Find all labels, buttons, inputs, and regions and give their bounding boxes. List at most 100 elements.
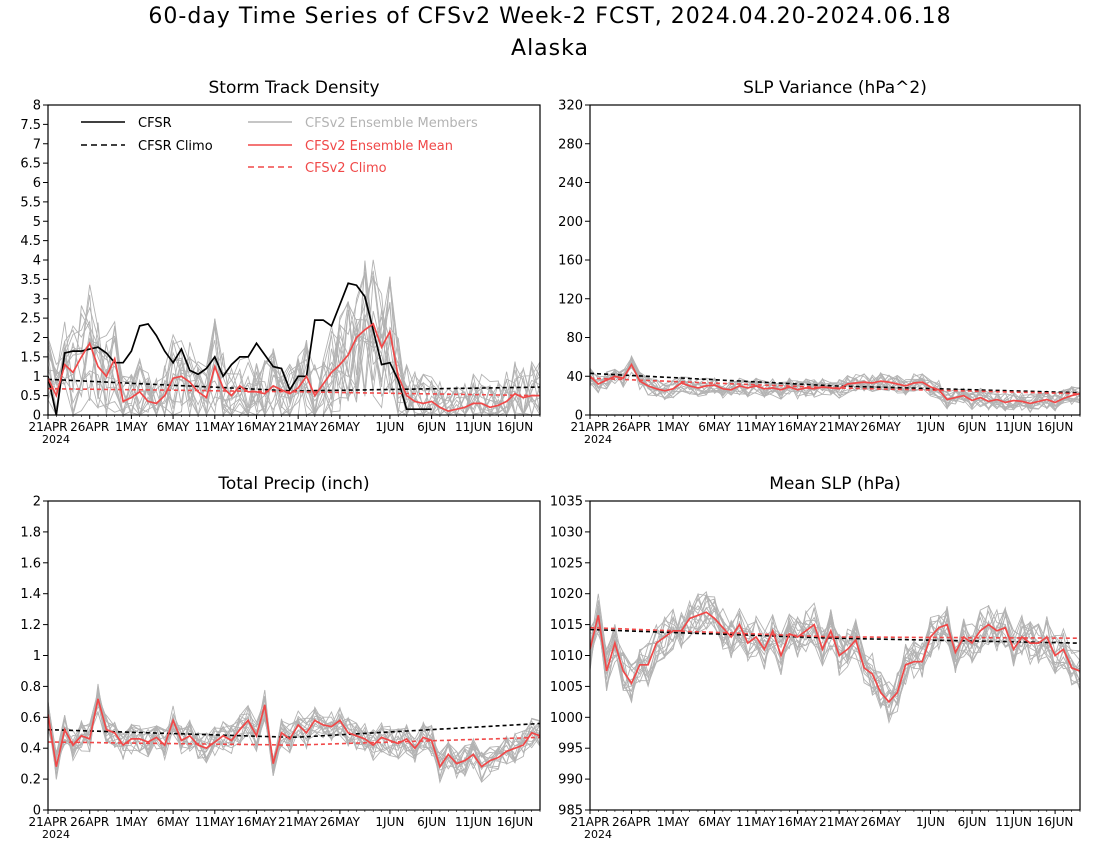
panel-meanslp: Mean SLP (hPa) 985 990 995 1000 1005 1010 1015 1… xyxy=(550,474,1081,841)
y-tick-label: 1.4 xyxy=(20,587,41,602)
legend-label: CFSR Climo xyxy=(138,139,213,154)
y-tick-label: 1 xyxy=(33,370,41,385)
cfsv2-climo-line xyxy=(48,387,540,397)
year-label: 2024 xyxy=(42,828,70,841)
x-tick-label: 11JUN xyxy=(455,420,492,434)
x-tick-label: 16JUN xyxy=(1037,420,1074,434)
panel-title: Storm Track Density xyxy=(208,78,379,98)
member-line xyxy=(590,604,1080,720)
member-line xyxy=(48,276,540,415)
member-line xyxy=(590,599,1080,701)
y-tick-label: 160 xyxy=(558,254,583,269)
member-line xyxy=(48,704,540,781)
y-tick-label: 4.5 xyxy=(20,234,41,249)
x-tick-label: 1JUN xyxy=(375,420,404,434)
y-tick-label: 1035 xyxy=(550,495,583,510)
x-tick-label: 21MAY xyxy=(819,815,860,829)
x-tick-label: 16JUN xyxy=(497,815,534,829)
x-tick-label: 1JUN xyxy=(916,420,945,434)
x-tick-label: 1MAY xyxy=(115,815,148,829)
cfsr-climo-line xyxy=(48,722,540,739)
cfsv2-ensemble-mean-line xyxy=(48,698,540,769)
plot-frame xyxy=(589,104,1081,416)
ensemble-members xyxy=(590,591,1080,724)
legend-label: CFSv2 Climo xyxy=(305,161,387,176)
x-tick-label: 1MAY xyxy=(657,815,690,829)
cfsr-climo-line xyxy=(590,628,1080,644)
x-tick-label: 16MAY xyxy=(236,815,277,829)
x-tick-label: 16JUN xyxy=(1037,815,1074,829)
y-tick-label: 8 xyxy=(33,99,41,114)
x-tick-label: 11JUN xyxy=(455,815,492,829)
x-tick-label: 6JUN xyxy=(417,815,446,829)
y-tick-label: 5 xyxy=(33,215,41,230)
ensemble-members xyxy=(590,354,1080,414)
y-tick-label: 5.5 xyxy=(20,195,41,210)
x-tick-label: 11JUN xyxy=(995,420,1032,434)
y-tick-label: 200 xyxy=(558,215,583,230)
x-tick-label: 11JUN xyxy=(995,815,1032,829)
x-tick-label: 6JUN xyxy=(417,420,446,434)
year-label: 2024 xyxy=(584,828,612,841)
x-tick-label: 16MAY xyxy=(778,420,819,434)
y-tick-label: 7.5 xyxy=(20,118,41,133)
y-tick-label: 120 xyxy=(558,292,583,307)
figure-subtitle: Alaska xyxy=(511,36,589,61)
x-tick-label: 26MAY xyxy=(320,420,361,434)
y-tick-label: 1 xyxy=(33,649,41,664)
x-tick-label: 26APR xyxy=(70,420,109,434)
x-tick-label: 26MAY xyxy=(861,815,902,829)
plot-frame xyxy=(589,500,1081,811)
ensemble-members xyxy=(48,259,540,415)
x-tick-label: 11MAY xyxy=(195,815,236,829)
y-tick-label: 1020 xyxy=(550,587,583,602)
y-tick-label: 1.2 xyxy=(20,618,41,633)
legend-label: CFSv2 Ensemble Members xyxy=(305,116,478,131)
panel-title: Total Precip (inch) xyxy=(217,474,369,494)
y-tick-label: 995 xyxy=(558,742,583,757)
x-tick-label: 6JUN xyxy=(958,420,987,434)
y-tick-label: 1.6 xyxy=(20,556,41,571)
member-line xyxy=(48,260,540,415)
y-tick-label: 0.6 xyxy=(20,711,41,726)
member-line xyxy=(590,601,1080,724)
figure-title: 60-day Time Series of CFSv2 Week-2 FCST,… xyxy=(148,4,952,29)
x-tick-label: 21MAY xyxy=(819,420,860,434)
x-tick-label: 26MAY xyxy=(861,420,902,434)
y-tick-label: 3 xyxy=(33,292,41,307)
x-tick-label: 1JUN xyxy=(375,815,404,829)
panel-slpvar: SLP Variance (hPa^2) 0 40 80 120 160 200 240 280… xyxy=(558,78,1081,446)
x-tick-label: 1MAY xyxy=(115,420,148,434)
x-tick-label: 1MAY xyxy=(657,420,690,434)
y-tick-label: 280 xyxy=(558,137,583,152)
y-tick-label: 0.5 xyxy=(20,389,41,404)
x-tick-label: 6MAY xyxy=(698,420,731,434)
y-tick-label: 6 xyxy=(33,176,41,191)
panel-title: Mean SLP (hPa) xyxy=(769,474,901,494)
y-tick-label: 1010 xyxy=(550,649,583,664)
x-tick-label: 26MAY xyxy=(320,815,361,829)
member-line xyxy=(590,357,1080,408)
cfsv2-ensemble-mean-line xyxy=(48,322,540,412)
member-line xyxy=(48,274,540,415)
cfsv2-ensemble-mean-line xyxy=(590,611,1080,704)
y-tick-label: 1.5 xyxy=(20,350,41,365)
y-tick-label: 80 xyxy=(566,331,583,346)
y-tick-label: 3.5 xyxy=(20,273,41,288)
member-line xyxy=(48,316,540,415)
y-tick-label: 1015 xyxy=(550,618,583,633)
y-tick-label: 4 xyxy=(33,254,41,269)
y-tick-label: 2 xyxy=(33,331,41,346)
x-tick-label: 21APR xyxy=(570,420,609,434)
year-label: 2024 xyxy=(42,433,70,446)
y-tick-label: 990 xyxy=(558,773,583,788)
panel-precip: Total Precip (inch) 0 0.2 0.4 0.6 0.8 1 1.2 1.4 1… xyxy=(20,474,541,841)
y-tick-label: 2 xyxy=(33,495,41,510)
x-tick-label: 6MAY xyxy=(157,815,190,829)
x-tick-label: 6MAY xyxy=(157,420,190,434)
cfsv2-climo-line xyxy=(590,626,1080,640)
y-tick-label: 40 xyxy=(566,370,583,385)
x-tick-label: 16JUN xyxy=(497,420,534,434)
cfsr-line xyxy=(48,282,432,415)
